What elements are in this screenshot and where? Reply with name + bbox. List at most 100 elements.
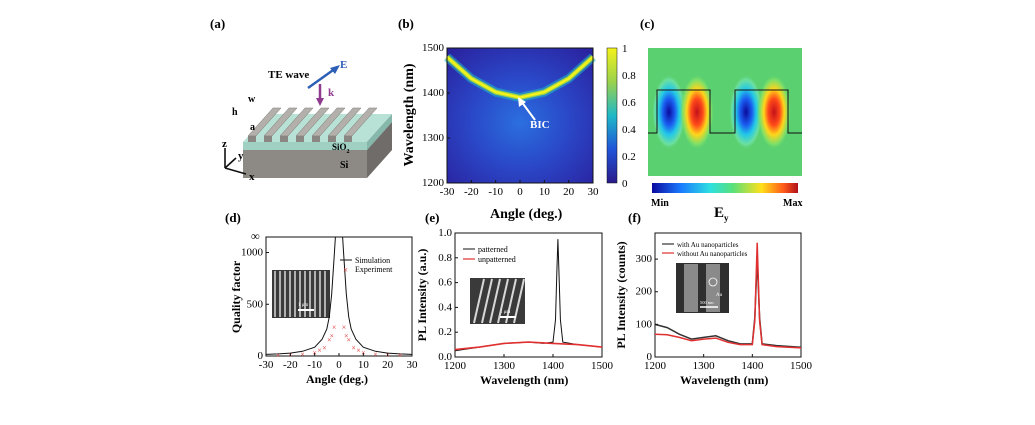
- panel-d-xtick-label-6: 30: [407, 359, 419, 371]
- panel-e-ytick-label-3: 0.6: [438, 277, 452, 289]
- colorbar-max-label: Max: [783, 198, 802, 209]
- legend-without-au-label: without Au nanoparticles: [677, 250, 748, 258]
- coordinate-axes: [224, 148, 247, 175]
- panel-e-xtick-label-2: 1400: [542, 360, 565, 372]
- field-lobe-red-2: [757, 74, 791, 150]
- panel-b-xtick-label-6: 30: [588, 186, 600, 198]
- panel-b-xtick-label-0: -30: [440, 186, 455, 198]
- panel-d-ticks: -30 -20 -10 0 10 20 30 0 500 1000: [241, 247, 418, 371]
- panel-e-ytick-label-0: 0.0: [438, 351, 452, 363]
- colorbar-tick-5: 0: [622, 178, 628, 190]
- experiment-point-11: ×: [346, 335, 351, 344]
- panel-f-ytick-label-1: 100: [636, 318, 653, 330]
- panel-d-ytick-label-1: 500: [247, 298, 264, 310]
- panel-b-label: (b): [398, 16, 414, 31]
- experiment-point-6: ×: [327, 335, 332, 344]
- panel-e-plot: [454, 239, 603, 352]
- panel-d-infinity-label: ∞: [251, 229, 260, 243]
- panel-b-ytick-label-2: 1400: [422, 87, 445, 99]
- panel-d-xtick-label-1: -20: [283, 359, 298, 371]
- panel-b-xtick-label-4: 10: [539, 186, 551, 198]
- experiment-point-0: ×: [276, 351, 281, 360]
- heatmap-background: [447, 48, 593, 183]
- field-lobe-blue-2: [729, 74, 763, 150]
- panel-f-xtick-label-2: 1400: [741, 360, 764, 372]
- panel-e-xtick-label-0: 1200: [444, 360, 467, 372]
- experiment-point-12: ×: [351, 344, 356, 353]
- panel-d-xtick-label-0: -30: [259, 359, 274, 371]
- panel-f: (f) Au 500 nm 1200 1300 1400 1500 0 100 200 300…: [614, 210, 813, 387]
- substrate-front: [243, 150, 367, 178]
- ridge-outline: [648, 89, 802, 134]
- panel-b-colorbar: [606, 47, 618, 184]
- simulation-line-right: [341, 236, 413, 355]
- experiment-point-17: ×: [398, 351, 403, 360]
- z-axis-label: z: [222, 138, 227, 150]
- panel-f-au-label: Au: [716, 293, 723, 298]
- panel-e-ytick-label-1: 0.2: [438, 326, 452, 338]
- heatmap-bands: [444, 53, 596, 103]
- panel-d-xlabel: Angle (deg.): [306, 372, 368, 386]
- panel-c-colorbar: [652, 183, 798, 193]
- bic-annotation: BIC: [530, 119, 550, 131]
- legend-experiment-label: Experiment: [355, 265, 393, 274]
- legend-unpatterned-label: unpatterned: [478, 255, 516, 264]
- panel-f-xtick-label-1: 1300: [693, 360, 716, 372]
- e-field-arrowhead: [330, 65, 340, 74]
- panel-e-xlabel: Wavelength (nm): [480, 373, 568, 387]
- h-label: h: [232, 107, 238, 118]
- field-component-label: Ey: [714, 205, 729, 223]
- panel-d-label: (d): [225, 210, 241, 225]
- panel-f-xtick-label-0: 1200: [644, 360, 667, 372]
- panel-e-scale-text: 1 μm: [500, 310, 510, 315]
- panel-e-ytick-label-5: 1.0: [438, 227, 452, 239]
- experiment-point-4: ×: [317, 346, 322, 355]
- sio2-side: [367, 114, 392, 150]
- panel-b-xtick-label-5: 20: [563, 186, 575, 198]
- experiment-point-10: ×: [344, 331, 349, 340]
- panel-f-ytick-label-2: 200: [636, 286, 653, 298]
- panel-b-ytick-label-1: 1300: [422, 132, 445, 144]
- si-label: Si: [340, 160, 349, 171]
- e-label: E: [340, 59, 347, 71]
- panel-b-ytick-label-0: 1200: [422, 177, 445, 189]
- legend-with-au-label: with Au nanoparticles: [677, 241, 739, 249]
- simulation-line-left: [265, 236, 337, 355]
- panel-d-plot: ××××××××××××××××××: [265, 236, 413, 360]
- panel-f-xlabel: Wavelength (nm): [680, 373, 768, 387]
- colorbar-tick-1: 0.8: [622, 70, 636, 82]
- panel-f-xtick-label-3: 1500: [790, 360, 813, 372]
- colorbar-tick-0: 1: [622, 43, 628, 55]
- x-axis-label: x: [249, 171, 255, 183]
- panel-d-scale-text: 1 μm: [298, 303, 308, 308]
- panel-e: (e) 1 μm 1200 1300 1400 1500 0.0 0.2 0.4 0.6 0.8…: [415, 210, 614, 387]
- panel-b-colorbar-ticks: 1 0.8 0.6 0.4 0.2 0: [622, 43, 636, 190]
- panel-b-ticks: -30 -20 -10 0 10 20 30 1200 1300 1400 1500: [422, 42, 599, 198]
- experiment-point-3: ×: [312, 348, 317, 357]
- panel-f-ylabel: PL Intensity (counts): [614, 241, 628, 348]
- panel-d-xtick-label-5: 20: [382, 359, 394, 371]
- legend-experiment-marker: ×: [343, 265, 348, 275]
- bic-arrow: [520, 100, 536, 121]
- panel-b-xlabel: Angle (deg.): [490, 207, 563, 222]
- panel-e-ytick-label-4: 0.8: [438, 252, 452, 264]
- experiment-point-5: ×: [322, 344, 327, 353]
- panel-f-sem-ridges: [684, 264, 720, 312]
- te-wave-label: TE wave: [268, 69, 309, 81]
- panel-b-xtick-label-2: -10: [488, 186, 503, 198]
- experiment-point-7: ×: [329, 331, 334, 340]
- panel-f-ytick-label-0: 0: [647, 351, 653, 363]
- panel-f-ytick-label-3: 300: [636, 253, 653, 265]
- colorbar-tick-3: 0.4: [622, 124, 636, 136]
- sio2-label: SiO2: [332, 142, 350, 155]
- experiment-point-8: ×: [332, 323, 337, 332]
- colorbar-tick-2: 0.6: [622, 97, 636, 109]
- panel-f-series-1: [654, 242, 802, 349]
- panel-e-ticks: 1200 1300 1400 1500 0.0 0.2 0.4 0.6 0.8 1.0: [438, 227, 613, 372]
- experiment-point-13: ×: [356, 346, 361, 355]
- panel-d-xtick-label-4: 10: [358, 359, 370, 371]
- k-label: k: [328, 87, 335, 99]
- legend-patterned-label: patterned: [478, 245, 508, 254]
- panel-e-ytick-label-2: 0.4: [438, 301, 452, 313]
